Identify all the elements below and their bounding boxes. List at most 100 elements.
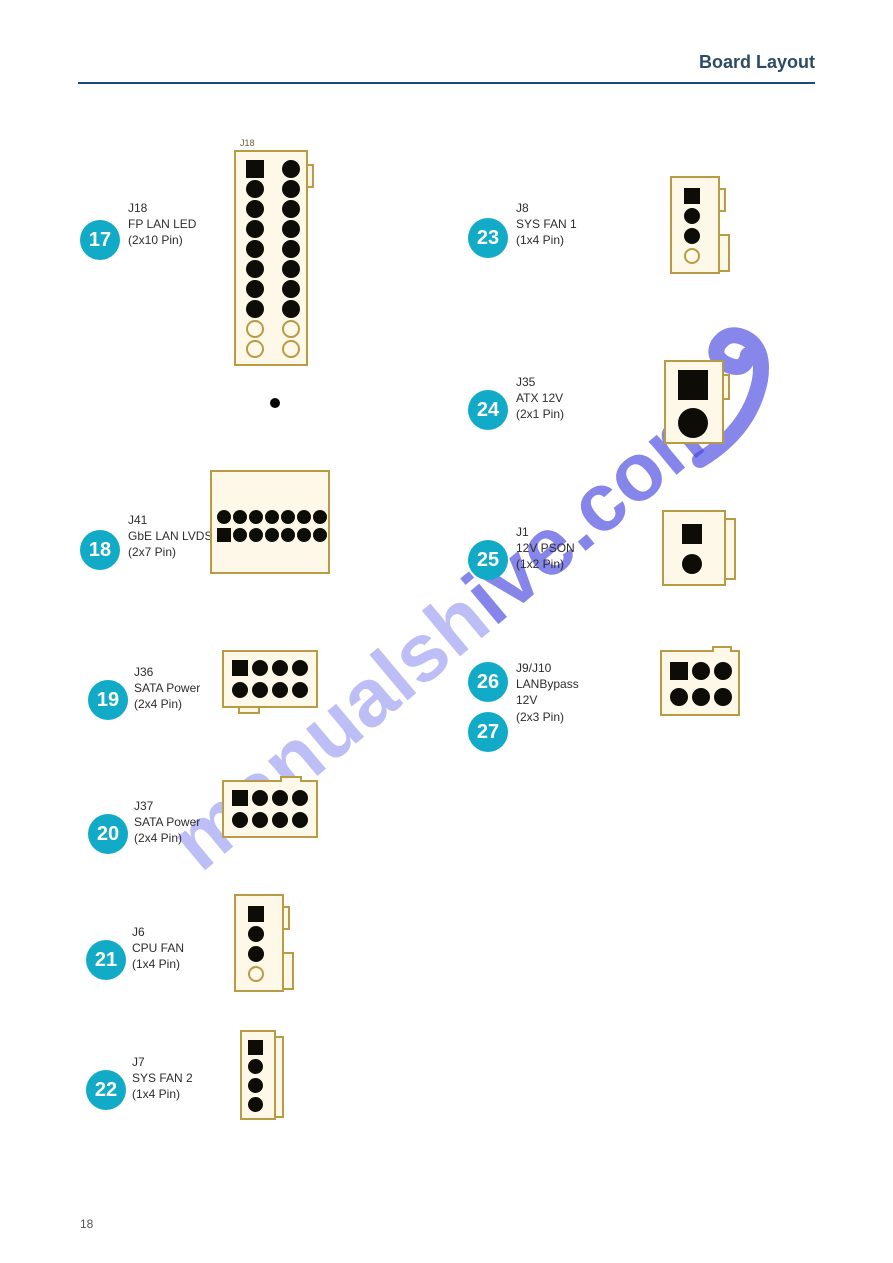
connector-pin <box>233 528 247 542</box>
page-title: Board Layout <box>699 52 815 73</box>
connector-pin <box>246 240 264 258</box>
item-label: J8 SYS FAN 1 (1x4 Pin) <box>516 200 577 249</box>
connector-pin <box>714 688 732 706</box>
connector-ridge <box>238 708 260 714</box>
connector-diagram <box>670 176 720 274</box>
connector-pin <box>248 1059 263 1074</box>
connector-pin <box>248 1078 263 1093</box>
connector-pin <box>682 554 702 574</box>
connector-pin <box>282 280 300 298</box>
connector-pin <box>292 790 308 806</box>
number-badge: 20 <box>88 814 128 854</box>
item-label: J6 CPU FAN (1x4 Pin) <box>132 924 184 973</box>
item-label: J36 SATA Power (2x4 Pin) <box>134 664 200 713</box>
connector-pin <box>249 528 263 542</box>
connector-pin <box>248 1097 263 1112</box>
connector-pin <box>282 340 300 358</box>
connector-overhang <box>276 1036 284 1118</box>
number-badge: 24 <box>468 390 508 430</box>
connector-pin <box>670 688 688 706</box>
page-number: 18 <box>80 1217 93 1231</box>
number-badge: 21 <box>86 940 126 980</box>
connector-pin <box>265 528 279 542</box>
connector-pin <box>684 188 700 204</box>
connector-pin <box>297 528 311 542</box>
connector-diagram <box>222 650 318 708</box>
connector-toplabel: J18 <box>240 138 255 148</box>
connector-overhang <box>726 518 736 580</box>
connector-pin <box>272 790 288 806</box>
connector-ridge <box>284 906 290 930</box>
connector-diagram <box>234 894 284 992</box>
connector-pin <box>678 408 708 438</box>
connector-pin <box>248 946 264 962</box>
connector-overhang <box>284 952 294 990</box>
connector-diagram: J18 <box>234 150 308 366</box>
connector-pin <box>232 790 248 806</box>
item-label: J37 SATA Power (2x4 Pin) <box>134 798 200 847</box>
connector-pin <box>684 208 700 224</box>
connector-pin <box>282 300 300 318</box>
connector-diagram <box>662 510 726 586</box>
connector-pin <box>670 662 688 680</box>
connector-pin <box>692 662 710 680</box>
number-badge: 25 <box>468 540 508 580</box>
connector-diagram <box>222 780 318 838</box>
number-badge: 26 <box>468 662 508 702</box>
item-label: J35 ATX 12V (2x1 Pin) <box>516 374 564 423</box>
connector-pin <box>272 682 288 698</box>
connector-pin <box>292 660 308 676</box>
connector-pin <box>252 812 268 828</box>
connector-pin <box>281 510 295 524</box>
item-label: J9/J10 LANBypass 12V (2x3 Pin) <box>516 660 579 725</box>
header-rule <box>78 82 815 84</box>
connector-pin <box>248 1040 263 1055</box>
connector-overhang <box>720 234 730 272</box>
page-root: Board Layout manualshive.com 17J18 FP LA… <box>0 0 893 1263</box>
connector-pin <box>252 790 268 806</box>
connector-pin <box>313 510 327 524</box>
connector-pin <box>246 260 264 278</box>
connector-ridge <box>712 646 732 652</box>
connector-pin <box>246 180 264 198</box>
connector-ridge <box>720 188 726 212</box>
connector-pin <box>282 320 300 338</box>
number-badge: 18 <box>80 530 120 570</box>
connector-pin <box>282 180 300 198</box>
connector-pin <box>252 660 268 676</box>
number-badge: 19 <box>88 680 128 720</box>
connector-pin <box>232 812 248 828</box>
connector-pin <box>297 510 311 524</box>
connector-diagram <box>240 1030 276 1120</box>
connector-pin <box>282 220 300 238</box>
item-label: J41 GbE LAN LVDS (2x7 Pin) <box>128 512 212 561</box>
number-badge: 22 <box>86 1070 126 1110</box>
connector-diagram <box>664 360 724 444</box>
connector-pin <box>292 812 308 828</box>
connector-diagram <box>210 470 330 574</box>
connector-pin <box>684 248 700 264</box>
connector-pin <box>692 688 710 706</box>
connector-pin <box>232 660 248 676</box>
connector-pin <box>246 320 264 338</box>
connector-pin <box>248 906 264 922</box>
watermark-part-a: manualsh <box>153 571 505 887</box>
connector-pin <box>282 160 300 178</box>
connector-pin <box>217 510 231 524</box>
connector-pin <box>282 260 300 278</box>
connector-pin <box>678 370 708 400</box>
connector-pin <box>249 510 263 524</box>
connector-ridge <box>724 374 730 400</box>
item-label: J18 FP LAN LED (2x10 Pin) <box>128 200 196 249</box>
connector-pin <box>233 510 247 524</box>
item-label: J7 SYS FAN 2 (1x4 Pin) <box>132 1054 193 1103</box>
connector-pin <box>217 528 231 542</box>
connector-pin <box>248 966 264 982</box>
connector-pin <box>714 662 732 680</box>
connector-pin <box>265 510 279 524</box>
connector-pin <box>232 682 248 698</box>
connector-pin <box>246 300 264 318</box>
connector-pin <box>281 528 295 542</box>
connector-pin <box>246 280 264 298</box>
item-label: J1 12V PSON (1x2 Pin) <box>516 524 575 573</box>
